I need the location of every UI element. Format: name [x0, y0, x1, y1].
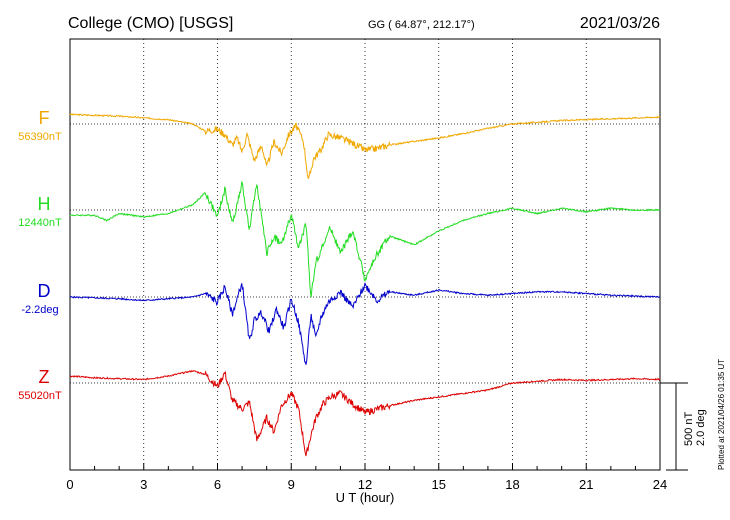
series-name-F: F — [39, 108, 50, 128]
coordinates-label: GG ( 64.87°, 212.17°) — [368, 19, 475, 31]
x-tick-label-21: 21 — [579, 477, 593, 492]
series-name-D: D — [38, 281, 51, 301]
scale-label-nt: 500 nT — [683, 411, 695, 446]
x-axis-tick-labels: 0 3 6 9 12 15 18 21 24 — [66, 477, 667, 492]
grid-lines — [143, 39, 587, 470]
series-baseline-H: 12440nT — [18, 217, 62, 229]
baseline-lines — [70, 123, 660, 384]
date-label: 2021/03/26 — [580, 15, 660, 32]
x-tick-label-24: 24 — [653, 477, 667, 492]
scale-label-deg: 2.0 deg — [695, 409, 707, 446]
x-tick-label-3: 3 — [140, 477, 147, 492]
series-line-D — [69, 282, 661, 365]
x-tick-label-18: 18 — [505, 477, 519, 492]
x-tick-label-9: 9 — [288, 477, 295, 492]
x-axis-label: U T (hour) — [336, 490, 395, 505]
x-tick-label-12: 12 — [358, 477, 372, 492]
x-tick-label-15: 15 — [432, 477, 446, 492]
x-tick-label-0: 0 — [66, 477, 73, 492]
series-labels: F 56390nT H 12440nT D -2.2deg Z 55020nT — [18, 108, 62, 402]
x-axis-ticks — [69, 463, 661, 470]
series-baseline-D: -2.2deg — [21, 304, 58, 316]
plotted-at-label: Plotted at 2021/04/26 01:35 UT — [717, 359, 726, 470]
series-baseline-F: 56390nT — [18, 131, 62, 143]
station-title: College (CMO) [USGS] — [68, 15, 233, 32]
series-baseline-Z: 55020nT — [18, 390, 62, 402]
x-tick-label-6: 6 — [214, 477, 221, 492]
series-line-Z — [69, 369, 661, 457]
scale-bar — [660, 382, 688, 471]
series-line-H — [69, 180, 661, 298]
series-line-F — [69, 112, 661, 180]
series-traces — [69, 112, 661, 457]
series-name-H: H — [38, 194, 51, 214]
series-name-Z: Z — [39, 367, 50, 387]
